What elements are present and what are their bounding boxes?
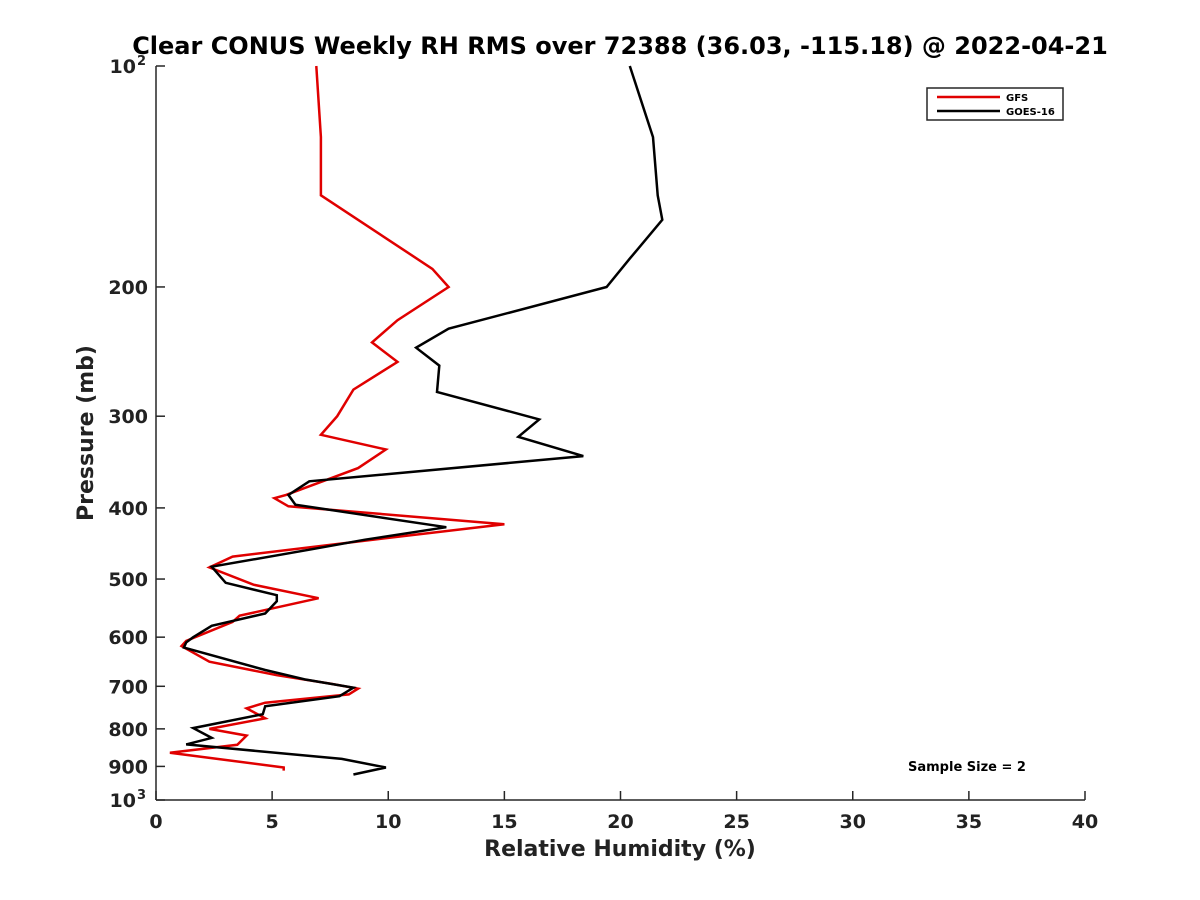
x-tick-label: 15 <box>491 811 517 833</box>
y-tick-label: 900 <box>108 756 148 778</box>
x-tick-label: 5 <box>266 811 279 833</box>
legend-label: GFS <box>1006 93 1028 104</box>
y-tick-label: 800 <box>108 719 148 741</box>
legend: GFS GOES-16 <box>927 88 1063 120</box>
x-tick-label: 0 <box>149 811 162 833</box>
y-tick-label: 300 <box>108 406 148 428</box>
x-tick-label: 40 <box>1072 811 1098 833</box>
x-tick-label: 20 <box>607 811 633 833</box>
x-tick-label: 25 <box>723 811 749 833</box>
series-line-gfs <box>170 66 505 771</box>
x-tick-label: 10 <box>375 811 401 833</box>
y-tick-label: 600 <box>108 627 148 649</box>
chart: Clear CONUS Weekly RH RMS over 72388 (36… <box>0 0 1200 900</box>
x-axis: 0 5 10 15 20 25 30 35 40 <box>149 791 1098 833</box>
x-axis-label: Relative Humidity (%) <box>484 837 756 862</box>
y-tick-exponent: 2 <box>137 54 146 69</box>
plot-area <box>156 66 1085 800</box>
y-tick-label: 500 <box>108 569 148 591</box>
chart-title: Clear CONUS Weekly RH RMS over 72388 (36… <box>132 32 1108 60</box>
y-tick-label: 10 <box>110 56 136 78</box>
x-tick-label: 30 <box>840 811 866 833</box>
y-tick-label: 700 <box>108 676 148 698</box>
x-tick-label: 35 <box>956 811 982 833</box>
y-tick-label: 400 <box>108 498 148 520</box>
y-tick-label: 10 <box>110 790 136 812</box>
y-axis-label: Pressure (mb) <box>74 345 99 521</box>
series-line-goes-16 <box>184 66 662 775</box>
y-tick-label: 200 <box>108 277 148 299</box>
y-tick-exponent: 3 <box>137 788 146 803</box>
sample-size-annotation: Sample Size = 2 <box>908 760 1026 775</box>
legend-label: GOES-16 <box>1006 107 1055 118</box>
